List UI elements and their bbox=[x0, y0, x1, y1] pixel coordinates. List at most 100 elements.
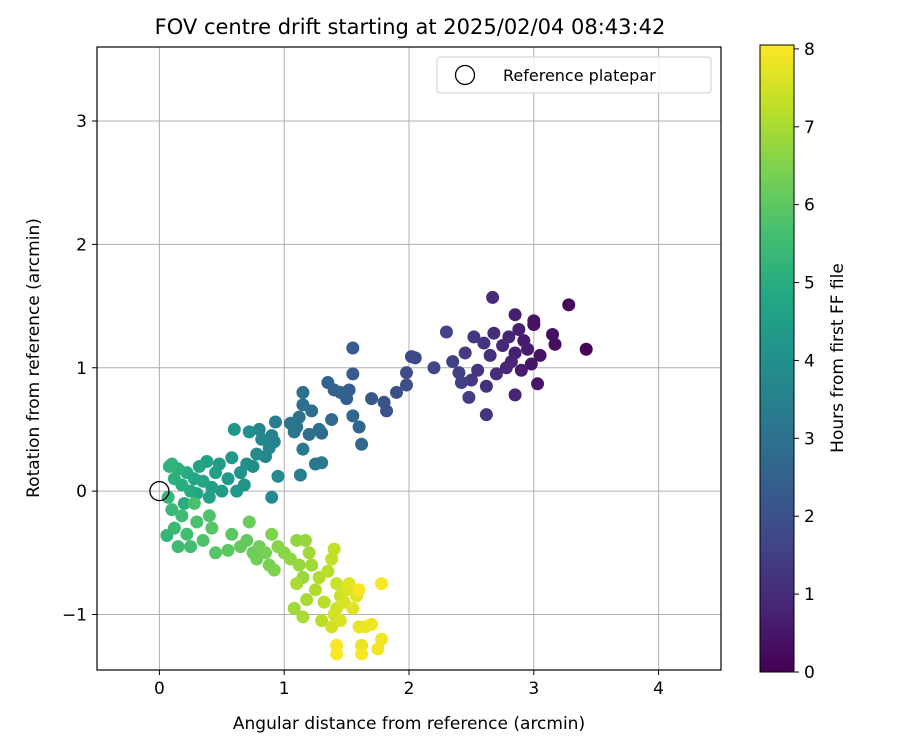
data-point bbox=[400, 366, 414, 380]
data-point bbox=[312, 422, 326, 436]
data-point bbox=[479, 379, 493, 393]
data-point bbox=[439, 325, 453, 339]
data-point bbox=[165, 503, 179, 517]
data-point bbox=[477, 336, 491, 350]
data-point bbox=[162, 459, 176, 473]
data-point bbox=[499, 361, 513, 375]
x-axis-label: Angular distance from reference (arcmin) bbox=[233, 714, 585, 734]
data-point bbox=[325, 413, 339, 427]
data-point bbox=[377, 395, 391, 409]
data-point bbox=[221, 543, 235, 557]
data-point bbox=[167, 521, 181, 535]
data-point bbox=[479, 408, 493, 422]
data-point bbox=[355, 647, 369, 661]
data-point bbox=[290, 577, 304, 591]
data-point bbox=[452, 366, 466, 380]
data-point bbox=[342, 577, 356, 591]
data-point bbox=[268, 415, 282, 429]
data-points bbox=[160, 290, 593, 661]
legend-box bbox=[436, 56, 712, 94]
data-point bbox=[321, 376, 335, 390]
data-point bbox=[531, 377, 545, 391]
data-point bbox=[175, 509, 189, 523]
data-point bbox=[196, 533, 210, 547]
data-point bbox=[330, 647, 344, 661]
data-point bbox=[404, 350, 418, 364]
data-point bbox=[390, 385, 404, 399]
colorbar bbox=[759, 44, 795, 673]
data-point bbox=[283, 416, 297, 430]
data-point bbox=[265, 527, 279, 541]
data-point bbox=[230, 484, 244, 498]
data-point bbox=[187, 496, 201, 510]
colorbar-ticks: 0 1 2 3 4 5 6 7 8 bbox=[794, 40, 815, 683]
colorbar-tick-label: 8 bbox=[804, 40, 815, 60]
data-point bbox=[308, 583, 322, 597]
data-point bbox=[489, 367, 503, 381]
data-point bbox=[265, 490, 279, 504]
data-point bbox=[190, 515, 204, 529]
data-point bbox=[292, 558, 306, 572]
data-point bbox=[296, 610, 310, 624]
colorbar-tick-label: 0 bbox=[804, 663, 815, 683]
data-point bbox=[161, 490, 175, 504]
colorbar-tick-label: 4 bbox=[804, 351, 815, 371]
colorbar-tick-label: 7 bbox=[804, 118, 815, 138]
data-point bbox=[352, 420, 366, 434]
data-point bbox=[180, 527, 194, 541]
data-point bbox=[177, 496, 191, 510]
data-point bbox=[327, 542, 341, 556]
data-point bbox=[296, 442, 310, 456]
data-point bbox=[427, 361, 441, 375]
data-point bbox=[225, 527, 239, 541]
data-point bbox=[171, 540, 185, 554]
y-tick-label: 3 bbox=[76, 112, 87, 132]
data-point bbox=[293, 468, 307, 482]
data-point bbox=[462, 390, 476, 404]
chart-title: FOV centre drift starting at 2025/02/04 … bbox=[155, 15, 666, 39]
data-point bbox=[302, 546, 316, 560]
data-point bbox=[271, 469, 285, 483]
data-point bbox=[250, 447, 264, 461]
data-point bbox=[458, 346, 472, 360]
data-point bbox=[258, 546, 272, 560]
data-point bbox=[296, 385, 310, 399]
data-point bbox=[202, 490, 216, 504]
data-point bbox=[330, 577, 344, 591]
data-point bbox=[446, 355, 460, 369]
data-point bbox=[365, 617, 379, 631]
data-point bbox=[346, 409, 360, 423]
y-tick-label: 0 bbox=[76, 482, 87, 502]
data-point bbox=[514, 363, 528, 377]
data-point bbox=[296, 398, 310, 412]
data-point bbox=[333, 614, 347, 628]
data-point bbox=[375, 632, 389, 646]
data-point bbox=[234, 466, 248, 480]
data-point bbox=[302, 427, 316, 441]
y-axis-label: Rotation from reference (arcmin) bbox=[24, 218, 44, 498]
data-point bbox=[184, 540, 198, 554]
data-point bbox=[321, 564, 335, 578]
data-point bbox=[346, 601, 360, 615]
colorbar-tick-label: 3 bbox=[804, 429, 815, 449]
x-tick-label: 1 bbox=[279, 679, 290, 699]
data-point bbox=[527, 318, 541, 332]
reference-marker-group bbox=[149, 480, 170, 502]
data-point bbox=[496, 339, 510, 353]
y-tick-label: 2 bbox=[76, 235, 87, 255]
x-tick-label: 2 bbox=[404, 679, 415, 699]
data-point bbox=[192, 459, 206, 473]
colorbar-tick-label: 6 bbox=[804, 196, 815, 216]
y-tick-label: 1 bbox=[76, 359, 87, 379]
data-point bbox=[365, 392, 379, 406]
legend-label: Reference platepar bbox=[503, 66, 656, 85]
data-point bbox=[562, 298, 576, 312]
data-point bbox=[287, 601, 301, 615]
x-tick-label: 0 bbox=[154, 679, 165, 699]
colorbar-tick-label: 2 bbox=[804, 507, 815, 527]
data-point bbox=[317, 595, 331, 609]
x-tick-label: 4 bbox=[653, 679, 664, 699]
data-point bbox=[167, 472, 181, 486]
data-point bbox=[352, 583, 366, 597]
